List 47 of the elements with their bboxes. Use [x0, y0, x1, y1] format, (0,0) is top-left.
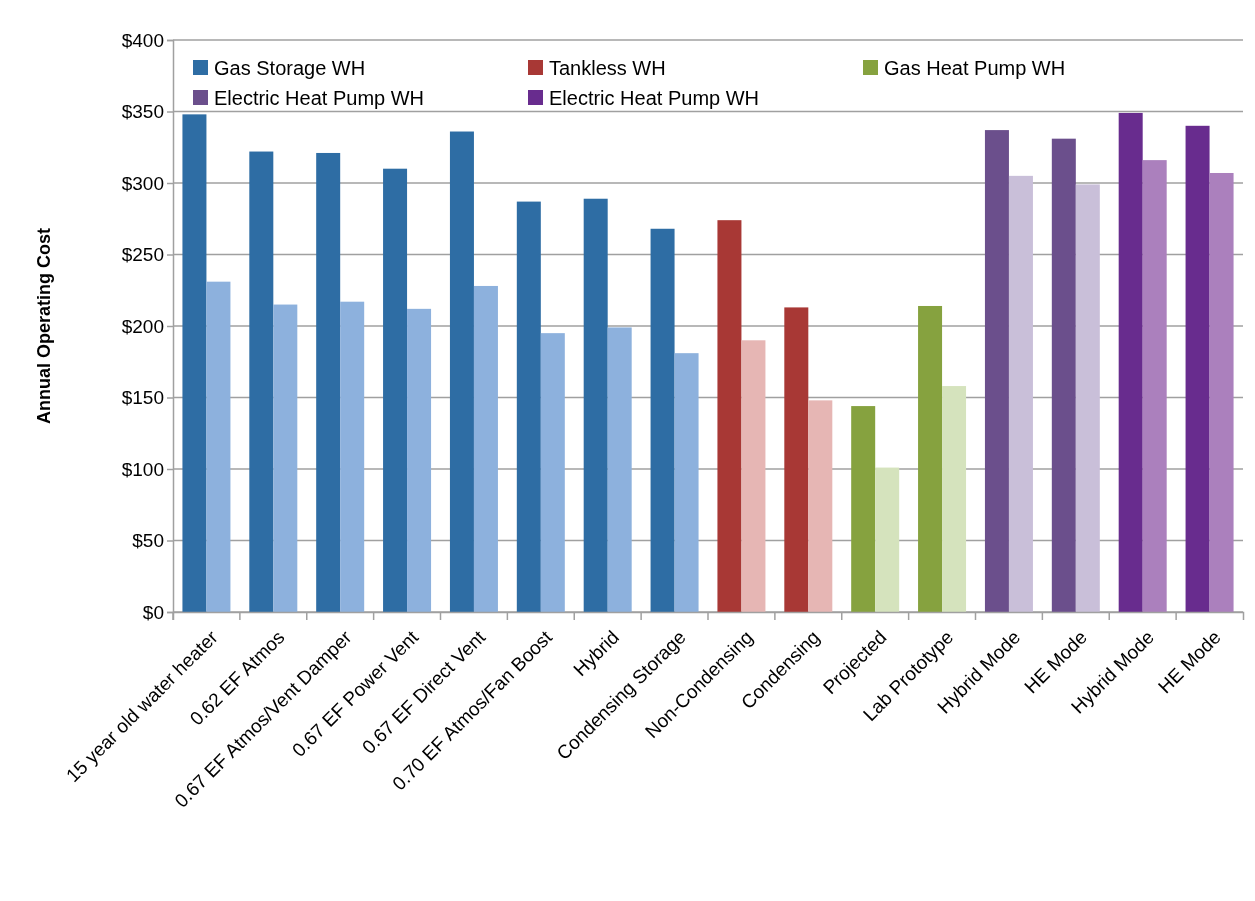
y-tick-label: $200 [121, 315, 164, 337]
y-tick-label: $150 [121, 387, 164, 409]
y-axis-title: Annual Operating Cost [34, 227, 54, 425]
bar [407, 308, 432, 612]
bar [741, 340, 766, 612]
y-tick-label: $50 [132, 530, 164, 552]
y-tick-label: $350 [121, 101, 164, 123]
bar [182, 114, 207, 612]
bar [875, 467, 900, 612]
bar [516, 201, 541, 612]
bar [1142, 160, 1167, 612]
legend-label: Gas Storage WH [214, 57, 366, 79]
bar [607, 327, 632, 612]
bar [650, 228, 675, 612]
legend-label: Gas Heat Pump WH [884, 57, 1066, 79]
y-tick-label: $400 [121, 29, 164, 51]
bar [383, 168, 408, 612]
bar [473, 285, 498, 612]
bar [984, 130, 1009, 612]
bar [449, 131, 474, 612]
bar [942, 386, 967, 612]
bar [1051, 138, 1076, 612]
bar [808, 400, 833, 612]
bar [1185, 125, 1210, 612]
y-tick-label: $0 [142, 601, 164, 623]
bar [784, 307, 809, 612]
legend-label: Electric Heat Pump WH [549, 87, 760, 109]
bar [316, 152, 341, 612]
bar [1075, 184, 1100, 612]
bar [674, 353, 699, 612]
legend-label: Tankless WH [549, 57, 666, 79]
bar [1118, 112, 1143, 612]
bar [540, 333, 565, 612]
bar [249, 151, 274, 612]
bar [273, 304, 298, 612]
bar [583, 198, 608, 612]
bar [851, 406, 876, 612]
y-tick-label: $300 [121, 172, 164, 194]
bar [340, 301, 365, 612]
bar [206, 281, 231, 612]
bar [717, 220, 742, 612]
y-tick-label: $100 [121, 458, 164, 480]
y-tick-label: $250 [121, 244, 164, 266]
bar [918, 305, 943, 612]
bar [1008, 175, 1033, 612]
legend-label: Electric Heat Pump WH [214, 87, 425, 109]
bar [1209, 172, 1234, 612]
